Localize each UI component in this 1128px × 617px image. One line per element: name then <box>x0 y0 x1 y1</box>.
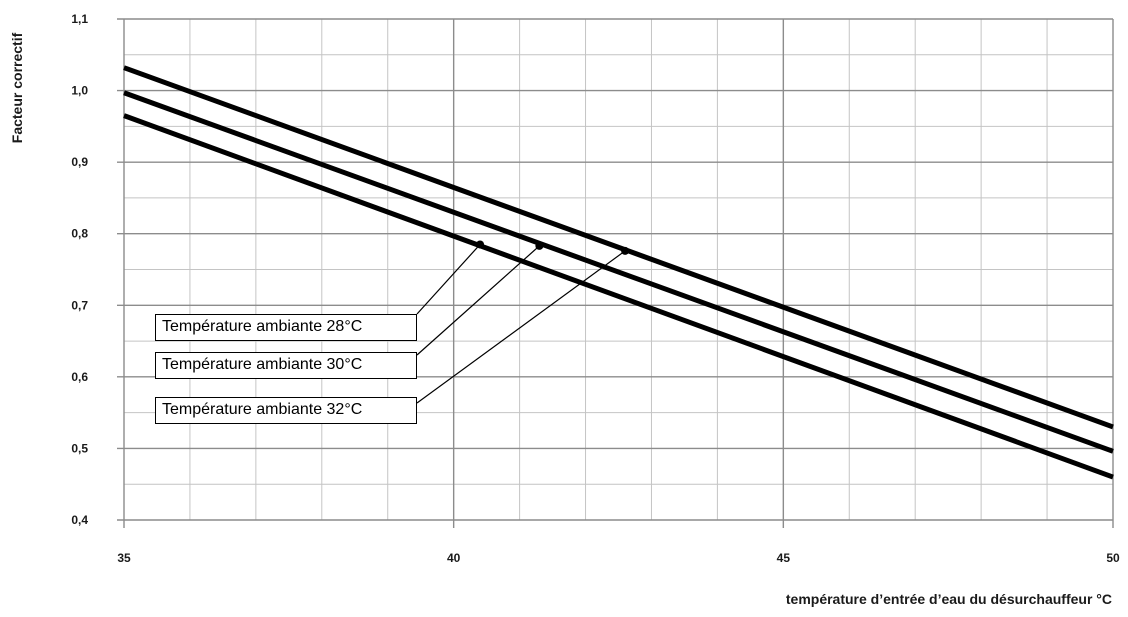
series-line-3 <box>123 113 1114 480</box>
series-line-2 <box>123 90 1114 454</box>
series-marker-2 <box>535 241 544 250</box>
series-marker-3 <box>476 240 485 249</box>
legend-label: Température ambiante 32°C <box>162 401 363 418</box>
x-tick-label: 40 <box>447 551 461 565</box>
leader-line-2 <box>416 245 540 356</box>
y-tick-label: 0,9 <box>71 155 88 169</box>
y-tick-label: 0,4 <box>71 513 88 527</box>
legend-entry-3: Température ambiante 32°C <box>155 397 417 424</box>
y-tick-label: 0,7 <box>71 298 88 312</box>
y-tick-label: 0,6 <box>71 370 88 384</box>
grid-minor <box>124 19 1113 520</box>
y-tick-label: 1,0 <box>71 84 88 98</box>
x-tick-label: 45 <box>777 551 791 565</box>
x-tick-label: 50 <box>1106 551 1120 565</box>
y-tick-label: 1,1 <box>71 12 88 26</box>
series-line-1 <box>123 65 1114 430</box>
series-layer <box>123 65 1114 480</box>
leader-line-3 <box>416 250 626 404</box>
y-tick-label: 0,5 <box>71 441 88 455</box>
x-tick-label: 35 <box>117 551 131 565</box>
series-marker-1 <box>621 246 630 255</box>
x-axis-title: température d’entrée d’eau du désurchauf… <box>786 591 1112 607</box>
y-tick-label: 0,8 <box>71 227 88 241</box>
tick-labels: 0,4 0,5 0,6 0,7 0,8 0,9 1,0 1,1 35 40 45 50 <box>71 12 1120 565</box>
grid-major <box>117 18 1114 528</box>
leader-lines <box>416 240 630 404</box>
legend-label: Température ambiante 28°C <box>162 318 363 335</box>
legend-entry-2: Température ambiante 30°C <box>155 352 417 379</box>
legend-label: Température ambiante 30°C <box>162 356 363 373</box>
leader-line-1 <box>416 244 481 315</box>
y-axis-title: Facteur correctif <box>9 32 25 143</box>
legend-entry-1: Température ambiante 28°C <box>155 314 417 341</box>
